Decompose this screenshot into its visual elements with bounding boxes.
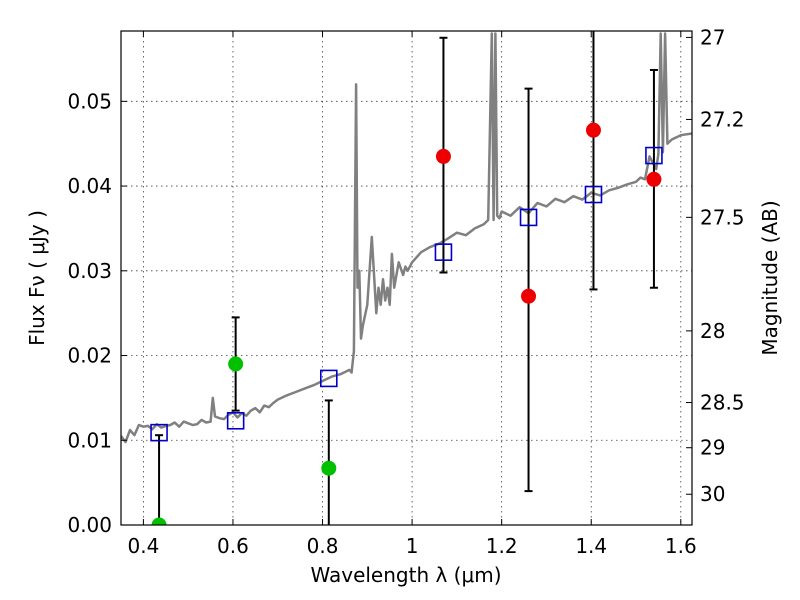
model-photometry-points <box>150 146 663 442</box>
observed-flux-point <box>228 356 244 372</box>
x-tick-label: 0.8 <box>307 534 339 558</box>
observed-flux-point <box>585 122 601 138</box>
observed-flux-point <box>435 148 451 164</box>
right-tick-label: 28 <box>700 319 725 343</box>
model-photometry-square <box>584 185 603 204</box>
right-axis-title: Magnitude (AB) <box>758 200 782 355</box>
observed-points <box>151 122 662 525</box>
plot-frame <box>120 30 693 526</box>
right-tick-label: 27.5 <box>700 205 745 229</box>
right-tick-label: 27.2 <box>700 107 745 131</box>
observed-flux-point <box>151 517 167 525</box>
model-photometry-square <box>645 146 663 165</box>
y-tick-label: 0.01 <box>67 428 112 452</box>
right-tick-label: 27 <box>700 25 725 49</box>
right-tick-label: 28.5 <box>700 391 745 415</box>
y-tick-label: 0.02 <box>67 344 112 368</box>
y-tick-label: 0.05 <box>67 89 112 113</box>
x-tick-label: 0.4 <box>127 534 159 558</box>
x-tick-label: 0.6 <box>217 534 249 558</box>
right-tick-label: 30 <box>700 482 725 506</box>
observed-flux-point <box>521 288 537 304</box>
right-axis-ticks: 27 27.2 27.5 28 28.5 29 30 <box>686 25 745 506</box>
x-tick-label: 1.6 <box>665 534 697 558</box>
x-tick-label: 1 <box>406 534 419 558</box>
x-axis-ticks: 0.4 0.6 0.8 1 1.2 1.4 1.6 <box>127 31 697 558</box>
model-photometry-square <box>434 243 453 261</box>
y-tick-label: 0.00 <box>67 513 112 537</box>
y-axis-ticks: 0.00 0.01 0.02 0.03 0.04 0.05 <box>67 89 127 537</box>
x-axis-title: Wavelength λ (μm) <box>310 563 501 587</box>
observed-flux-point <box>321 460 337 476</box>
model-photometry-square <box>150 423 168 442</box>
x-tick-label: 1.4 <box>575 534 607 558</box>
y-tick-label: 0.04 <box>67 174 112 198</box>
model-photometry-square <box>519 208 538 227</box>
observed-flux-point <box>646 171 662 187</box>
model-photometry-square <box>226 411 245 430</box>
x-tick-label: 1.2 <box>486 534 518 558</box>
right-tick-label: 29 <box>700 436 725 460</box>
spectrum-layer <box>121 32 692 444</box>
y-tick-label: 0.03 <box>67 259 112 283</box>
y-axis-title: Flux Fν ( μJy ) <box>25 210 49 346</box>
model-spectrum-line <box>121 32 692 444</box>
model-photometry-square <box>319 369 338 388</box>
